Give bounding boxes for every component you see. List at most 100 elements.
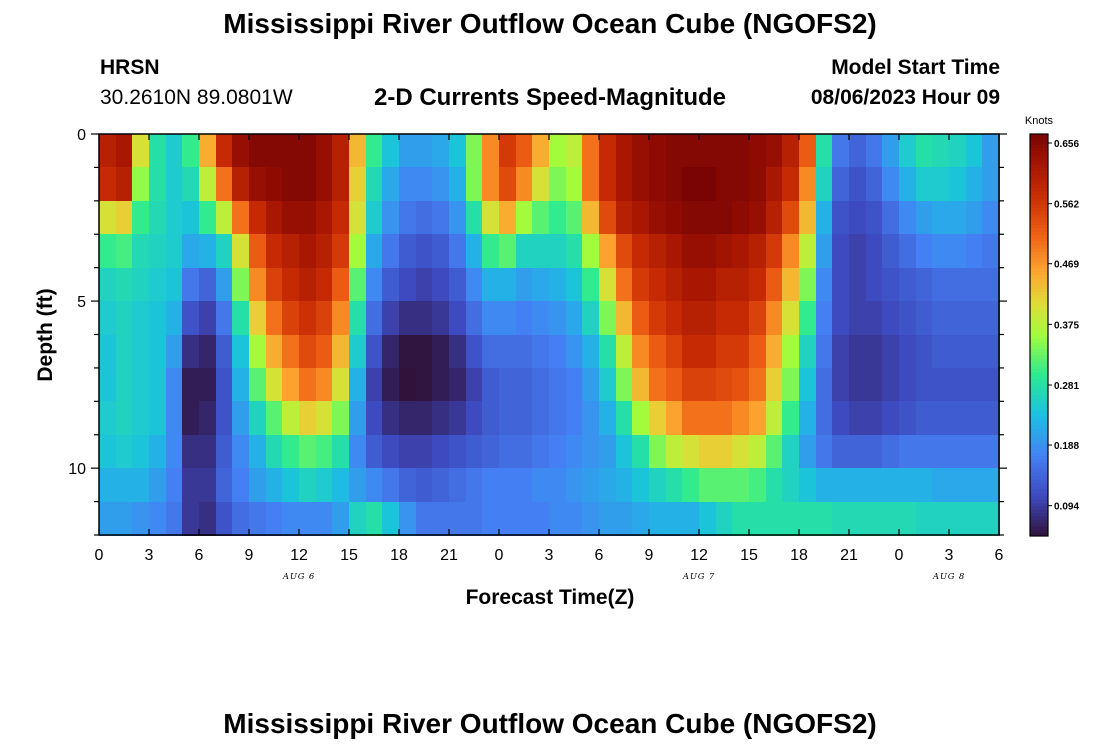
heatmap-cell bbox=[916, 301, 932, 335]
heatmap-cell bbox=[449, 335, 466, 368]
heatmap-cell bbox=[416, 468, 432, 502]
heatmap-cell bbox=[916, 268, 932, 301]
heatmap-cell bbox=[732, 335, 749, 368]
heatmap-cell bbox=[782, 368, 799, 401]
colorbar-segment bbox=[1030, 414, 1048, 420]
heatmap-cell bbox=[149, 234, 166, 268]
heatmap-cell bbox=[199, 234, 216, 268]
heatmap-cell bbox=[749, 368, 766, 401]
x-tick-label: 6 bbox=[195, 547, 204, 564]
heatmap-cell bbox=[316, 301, 332, 335]
heatmap-cell bbox=[282, 368, 299, 401]
heatmap-cell bbox=[199, 468, 216, 502]
heatmap-cell bbox=[199, 134, 216, 167]
heatmap-cell bbox=[566, 201, 582, 234]
heatmap-cell bbox=[382, 335, 399, 368]
colorbar-segment bbox=[1030, 508, 1048, 514]
heatmap-cell bbox=[966, 134, 982, 167]
colorbar-segment bbox=[1030, 431, 1048, 436]
heatmap-cell bbox=[199, 368, 216, 401]
heatmap-cell bbox=[549, 368, 566, 401]
colorbar-segment bbox=[1030, 200, 1048, 205]
colorbar-segment bbox=[1030, 374, 1048, 380]
heatmap-cell bbox=[166, 435, 182, 468]
heatmap-cell bbox=[216, 468, 232, 502]
heatmap-cell bbox=[416, 301, 432, 335]
heatmap-cell bbox=[599, 401, 616, 435]
colorbar-segment bbox=[1030, 297, 1048, 302]
heatmap-cell bbox=[766, 301, 782, 335]
heatmap-cell bbox=[249, 134, 266, 167]
heatmap-cell bbox=[366, 234, 382, 268]
x-tick-label: 15 bbox=[740, 547, 758, 564]
heatmap-cell bbox=[182, 167, 199, 201]
heatmap-cell bbox=[849, 502, 866, 535]
heatmap-cell bbox=[932, 301, 949, 335]
x-axis: 0 3 6 9 12 15 18 21 0 3 6 9 12 15 18 21 0 3 6 AUG 6 AUG 7 AUG… bbox=[95, 134, 1004, 582]
heatmap-cell bbox=[482, 368, 499, 401]
colorbar-segment bbox=[1030, 317, 1048, 323]
heatmap-cell bbox=[649, 401, 666, 435]
heatmap-cell bbox=[782, 234, 799, 268]
heatmap-cell bbox=[632, 301, 649, 335]
colorbar-segment bbox=[1030, 167, 1048, 172]
heatmap-cell bbox=[466, 134, 482, 167]
heatmap-cell bbox=[899, 368, 916, 401]
heatmap-cell bbox=[949, 134, 966, 167]
heatmap-cell bbox=[366, 401, 382, 435]
heatmap-cell bbox=[382, 502, 399, 535]
heatmap-cell bbox=[116, 134, 132, 167]
heatmap-cell bbox=[882, 335, 899, 368]
heatmap-cell bbox=[766, 335, 782, 368]
heatmap-cell bbox=[299, 268, 316, 301]
heatmap-cell bbox=[766, 268, 782, 301]
heatmap-cell bbox=[849, 368, 866, 401]
heatmap-cell bbox=[799, 234, 816, 268]
colorbar-segment bbox=[1030, 324, 1048, 329]
heatmap-cell bbox=[482, 401, 499, 435]
heatmap-cell bbox=[299, 134, 316, 167]
heatmap-cell bbox=[432, 167, 449, 201]
heatmap-cell bbox=[749, 268, 766, 301]
colorbar-segment bbox=[1030, 213, 1048, 219]
heatmap-cell bbox=[816, 268, 832, 301]
heatmap-cell bbox=[716, 401, 732, 435]
heatmap-cell bbox=[332, 368, 349, 401]
heatmap-cell bbox=[899, 167, 916, 201]
chart-subtitle: 2-D Currents Speed-Magnitude bbox=[373, 84, 727, 111]
heatmap-cell bbox=[816, 167, 832, 201]
heatmap-cell bbox=[732, 268, 749, 301]
heatmap-cell bbox=[499, 468, 516, 502]
heatmap-cell bbox=[432, 502, 449, 535]
heatmap-cell bbox=[582, 268, 599, 301]
colorbar-segment bbox=[1030, 498, 1048, 503]
heatmap-cell bbox=[332, 435, 349, 468]
heatmap-cell bbox=[349, 167, 366, 201]
heatmap-cell bbox=[166, 368, 182, 401]
heatmap-cell bbox=[182, 435, 199, 468]
heatmap-cell bbox=[916, 201, 932, 234]
heatmap-cell bbox=[682, 368, 699, 401]
heatmap-cell bbox=[716, 234, 732, 268]
heatmap-cell bbox=[482, 268, 499, 301]
heatmap-cell bbox=[749, 234, 766, 268]
heatmap-cell bbox=[682, 134, 699, 167]
heatmap-cell bbox=[216, 167, 232, 201]
x-tick-label: 3 bbox=[545, 547, 554, 564]
heatmap-cell bbox=[532, 335, 549, 368]
heatmap-cell bbox=[466, 368, 482, 401]
heatmap-cell bbox=[516, 301, 532, 335]
heatmap-cell bbox=[399, 401, 416, 435]
heatmap-cell bbox=[666, 502, 682, 535]
colorbar-segment bbox=[1030, 234, 1048, 239]
heatmap-cell bbox=[332, 268, 349, 301]
heatmap-cell bbox=[149, 167, 166, 201]
heatmap-cell bbox=[899, 435, 916, 468]
heatmap-cell bbox=[899, 502, 916, 535]
colorbar-segment bbox=[1030, 438, 1048, 443]
heatmap-cell bbox=[449, 468, 466, 502]
heatmap-cell bbox=[799, 268, 816, 301]
heatmap-cell bbox=[582, 435, 599, 468]
heatmap-cell bbox=[816, 368, 832, 401]
heatmap-cell bbox=[366, 201, 382, 234]
